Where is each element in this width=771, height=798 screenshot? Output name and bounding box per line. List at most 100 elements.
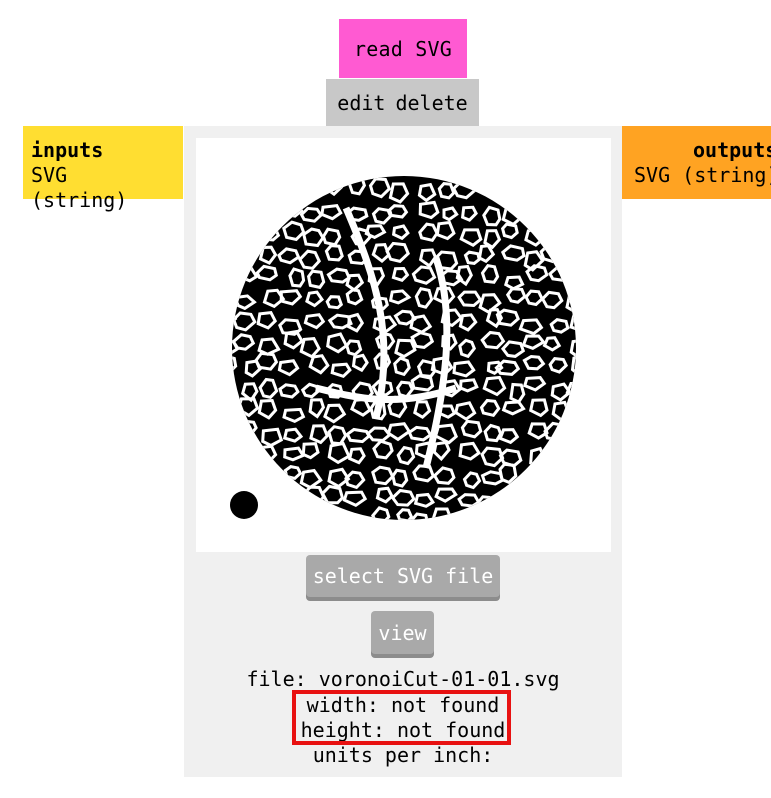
voronoi-cell — [347, 447, 366, 465]
voronoi-cell — [543, 493, 561, 512]
voronoi-cell — [391, 224, 410, 241]
node-title[interactable]: read SVG — [339, 19, 467, 78]
voronoi-cell — [262, 288, 286, 309]
width-info: width: not found — [306, 693, 500, 717]
voronoi-cell — [320, 203, 343, 221]
voronoi-cell — [239, 243, 257, 265]
voronoi-cell — [370, 296, 389, 311]
voronoi-cell — [282, 427, 304, 443]
voronoi-cell — [254, 351, 279, 371]
voronoi-cell — [459, 228, 483, 247]
voronoi-cell — [572, 423, 576, 443]
voronoi-cell — [542, 182, 569, 204]
voronoi-cell — [522, 495, 543, 512]
voronoi-cell — [455, 264, 473, 287]
voronoi-cell — [257, 398, 278, 420]
voronoi-cell — [232, 354, 238, 373]
voronoi-cell — [459, 378, 479, 393]
voronoi-cell — [393, 309, 417, 326]
voronoi-cell — [414, 287, 434, 309]
voronoi-cell — [442, 206, 459, 222]
voronoi-cell — [232, 383, 234, 401]
voronoi-cell — [522, 376, 547, 392]
voronoi-cell — [345, 339, 363, 357]
voronoi-cell — [232, 176, 236, 178]
voronoi-cell — [371, 379, 394, 397]
voronoi-cell — [301, 180, 326, 200]
outputs-heading: outputs — [693, 138, 771, 162]
voronoi-cell — [418, 222, 439, 242]
voronoi-cell — [542, 336, 562, 352]
voronoi-cell — [526, 176, 543, 196]
voronoi-cell — [280, 493, 301, 512]
view-button[interactable]: view — [371, 611, 434, 654]
voronoi-cell — [458, 338, 477, 359]
voronoi-cell — [518, 318, 544, 336]
voronoi-cell — [413, 492, 436, 508]
voronoi-cell — [330, 176, 348, 178]
voronoi-cell — [434, 487, 458, 503]
voronoi-cell — [435, 250, 459, 271]
voronoi-cell — [258, 199, 279, 217]
file-info: file: voronoiCut-01-01.svg — [246, 667, 560, 691]
delete-button[interactable]: delete — [395, 90, 468, 115]
outputs-type: SVG (string) — [634, 163, 771, 187]
voronoi-cell — [330, 362, 352, 379]
voronoi-cell — [301, 442, 320, 460]
voronoi-cell — [480, 330, 506, 350]
voronoi-cell — [542, 200, 565, 220]
voronoi-cell — [232, 224, 233, 240]
voronoi-cell — [285, 176, 304, 178]
voronoi-cell — [503, 486, 523, 507]
voronoi-cell — [396, 445, 416, 466]
voronoi-cell — [258, 155, 278, 173]
voronoi-cell — [346, 312, 365, 333]
voronoi-cell — [324, 244, 344, 262]
voronoi-cell — [407, 425, 433, 442]
select-svg-file-button[interactable]: select SVG file — [306, 555, 500, 597]
voronoi-cell — [479, 178, 496, 197]
voronoi-cell — [282, 407, 306, 424]
voronoi-cell — [342, 490, 368, 508]
voronoi-cell — [344, 513, 363, 520]
voronoi-cell — [280, 181, 299, 203]
voronoi-cell — [283, 465, 303, 481]
edit-button[interactable]: edit — [337, 90, 386, 115]
voronoi-cell — [454, 401, 477, 421]
voronoi-cell — [283, 329, 304, 350]
voronoi-cell — [305, 290, 325, 308]
outputs-port[interactable]: outputs SVG (string) — [622, 126, 771, 199]
voronoi-cell — [375, 486, 394, 504]
registration-dot-icon — [230, 491, 258, 519]
voronoi-cell — [232, 291, 240, 311]
voronoi-cell — [298, 249, 321, 270]
voronoi-cell — [502, 508, 522, 520]
voronoi-cell — [304, 176, 322, 179]
voronoi-cell — [528, 398, 549, 418]
voronoi-cell — [302, 227, 325, 248]
voronoi-cell — [500, 162, 517, 174]
voronoi-cell — [258, 514, 283, 520]
inputs-port[interactable]: inputs SVG (string) — [23, 126, 183, 212]
voronoi-cell — [364, 224, 387, 240]
voronoi-cell — [480, 263, 500, 284]
voronoi-cell — [486, 360, 504, 376]
voronoi-cell — [241, 179, 262, 201]
voronoi-cell — [478, 160, 494, 173]
voronoi-cell — [564, 224, 576, 245]
voronoi-cell — [375, 156, 390, 174]
inputs-heading: inputs — [31, 138, 104, 162]
voronoi-cell — [498, 461, 518, 485]
voronoi-cell — [390, 488, 416, 507]
voronoi-cell — [410, 331, 435, 349]
voronoi-cell — [410, 374, 435, 392]
voronoi-cell — [435, 220, 456, 241]
voronoi-cell — [502, 178, 523, 196]
voronoi-cell — [567, 176, 576, 179]
voronoi-cell — [463, 250, 481, 265]
voronoi-cell — [278, 506, 303, 520]
voronoi-cell — [345, 273, 365, 292]
voronoi-cell — [345, 427, 371, 444]
voronoi-cell — [255, 264, 279, 282]
voronoi-cell — [418, 248, 438, 269]
